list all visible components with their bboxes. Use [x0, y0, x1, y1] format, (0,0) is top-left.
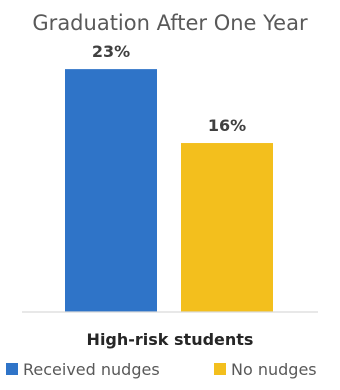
data-label-no-nudges: 16% [208, 116, 246, 135]
legend-swatch-no-nudges [214, 363, 226, 375]
bar-no-nudges [181, 143, 273, 312]
legend-label-received-nudges: Received nudges [23, 360, 160, 379]
legend-label-no-nudges: No nudges [231, 360, 317, 379]
chart-title: Graduation After One Year [32, 11, 308, 35]
data-label-received-nudges: 23% [92, 42, 130, 61]
category-label: High-risk students [87, 330, 254, 349]
bar-received-nudges [65, 69, 157, 313]
data-labels-group: 23% 16% [92, 42, 246, 135]
legend: Received nudges No nudges [6, 360, 317, 379]
legend-swatch-received-nudges [6, 363, 18, 375]
bars-group [65, 69, 273, 313]
